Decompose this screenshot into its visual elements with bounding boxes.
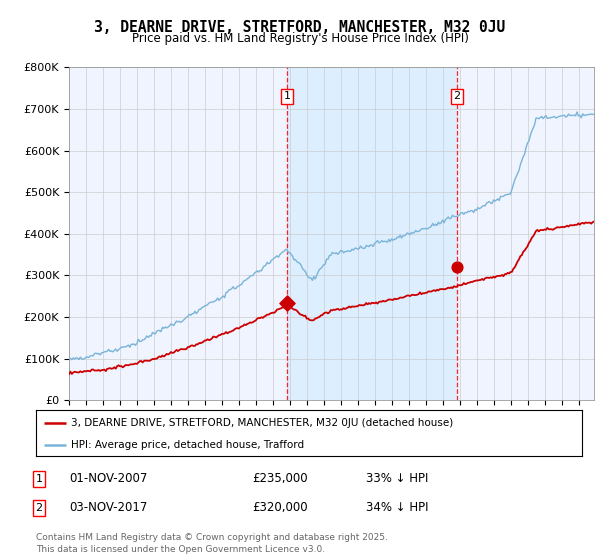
Text: Contains HM Land Registry data © Crown copyright and database right 2025.: Contains HM Land Registry data © Crown c… xyxy=(36,533,388,542)
Text: 03-NOV-2017: 03-NOV-2017 xyxy=(69,501,148,515)
Text: 2: 2 xyxy=(454,91,460,101)
Point xyxy=(282,298,292,307)
Text: 1: 1 xyxy=(283,91,290,101)
Text: 3, DEARNE DRIVE, STRETFORD, MANCHESTER, M32 0JU: 3, DEARNE DRIVE, STRETFORD, MANCHESTER, … xyxy=(94,20,506,35)
Text: £235,000: £235,000 xyxy=(252,472,308,486)
Text: HPI: Average price, detached house, Trafford: HPI: Average price, detached house, Traf… xyxy=(71,440,305,450)
Text: £320,000: £320,000 xyxy=(252,501,308,515)
Text: 1: 1 xyxy=(35,474,43,484)
Bar xyxy=(287,67,457,400)
Text: 34% ↓ HPI: 34% ↓ HPI xyxy=(366,501,428,515)
Text: Price paid vs. HM Land Registry's House Price Index (HPI): Price paid vs. HM Land Registry's House … xyxy=(131,32,469,45)
Text: This data is licensed under the Open Government Licence v3.0.: This data is licensed under the Open Gov… xyxy=(36,545,325,554)
Text: 2: 2 xyxy=(35,503,43,513)
Text: 01-NOV-2007: 01-NOV-2007 xyxy=(69,472,148,486)
Point xyxy=(452,263,461,272)
Text: 33% ↓ HPI: 33% ↓ HPI xyxy=(366,472,428,486)
Text: 3, DEARNE DRIVE, STRETFORD, MANCHESTER, M32 0JU (detached house): 3, DEARNE DRIVE, STRETFORD, MANCHESTER, … xyxy=(71,418,454,428)
